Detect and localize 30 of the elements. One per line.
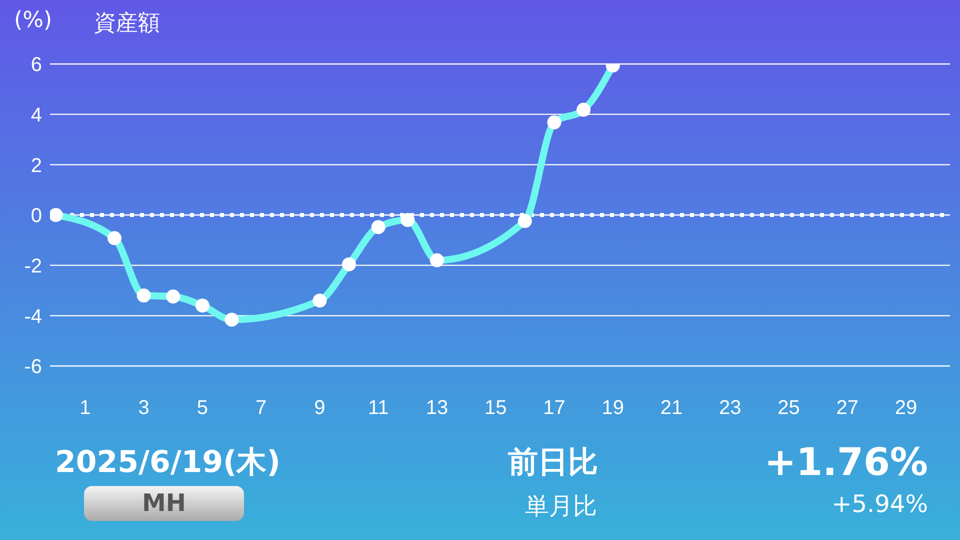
x-tick-label: 17	[543, 397, 566, 420]
y-tick-label: -6	[24, 356, 42, 378]
x-tick-label: 27	[836, 397, 859, 420]
y-tick-label: -2	[24, 255, 42, 278]
x-tick-label: 21	[660, 397, 683, 420]
y-tick-label: 0	[30, 205, 42, 228]
x-tick-label: 11	[368, 397, 389, 420]
y-axis-title: (%)	[14, 8, 52, 33]
text: 単月比	[525, 491, 597, 522]
text: 2025/6/19(木)	[55, 444, 280, 482]
text: 前日比	[508, 444, 598, 482]
x-tick-label: 25	[778, 397, 800, 420]
y-tick-label: 2	[30, 154, 42, 177]
x-tick-label: 7	[256, 397, 267, 420]
y-tick-label: -4	[24, 306, 42, 328]
x-tick-label: 19	[602, 397, 624, 420]
chart-title: 資産額	[94, 10, 160, 38]
x-tick-label: 15	[484, 397, 507, 420]
x-tick-label: 5	[196, 397, 208, 420]
text: +1.76%	[764, 440, 928, 484]
y-tick-label: 6	[30, 54, 42, 76]
x-tick-label: 23	[719, 397, 742, 420]
x-tick-label: 3	[138, 397, 150, 420]
text: MH	[84, 486, 244, 521]
x-tick-label: 29	[894, 397, 918, 420]
x-tick-label: 1	[80, 397, 91, 420]
text: +5.94%	[832, 490, 928, 518]
x-tick-label: 9	[314, 397, 326, 420]
x-tick-label: 13	[426, 397, 448, 420]
y-tick-label: 4	[30, 104, 42, 126]
